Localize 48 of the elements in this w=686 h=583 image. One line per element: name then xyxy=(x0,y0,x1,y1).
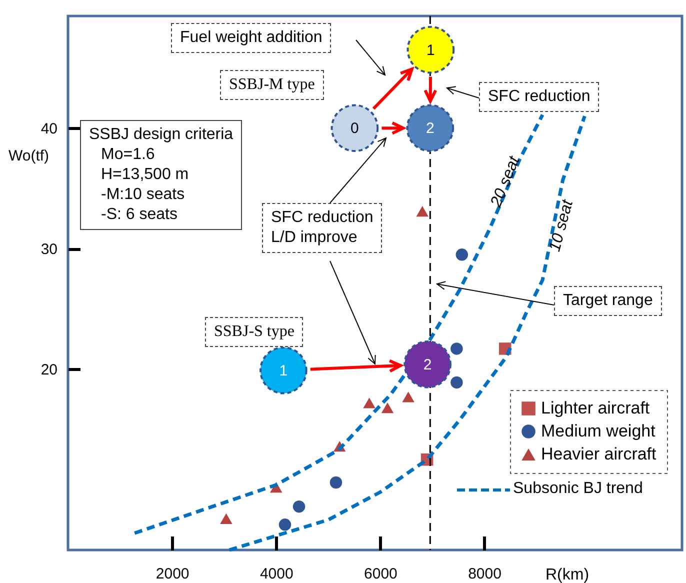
legend-label: Medium weight xyxy=(541,422,656,440)
x-tick-label: 4000 xyxy=(260,566,294,582)
text: 10 seat xyxy=(546,198,578,254)
annotation: L/D improve xyxy=(271,228,358,248)
y-tick-label: 40 xyxy=(40,120,58,138)
point xyxy=(456,248,468,261)
point xyxy=(404,340,452,388)
y-tick-label: 30 xyxy=(40,241,58,258)
legend-label: Lighter aircraft xyxy=(541,398,650,418)
point xyxy=(363,398,376,408)
x-tick-label: 8000 xyxy=(468,566,502,582)
annotation: H=13,500 m xyxy=(100,165,190,185)
annotation: SFC reduction xyxy=(488,87,590,107)
point xyxy=(292,500,306,513)
annotation: 2 xyxy=(423,356,432,374)
y-tick-label: 20 xyxy=(40,362,58,379)
annotation: -M:10 seats xyxy=(100,185,186,205)
annotation: -S: 6 seats xyxy=(100,205,178,225)
annotation: 2 xyxy=(426,120,434,138)
point xyxy=(278,518,292,531)
point xyxy=(450,376,463,389)
annotation: Subsonic BJ trend xyxy=(513,480,643,498)
point xyxy=(416,206,428,217)
point xyxy=(402,392,414,402)
text: 20 seat xyxy=(488,154,524,210)
point xyxy=(260,346,308,394)
annotation: SFC reduction xyxy=(271,208,374,228)
x-tick-label: 6000 xyxy=(364,566,398,582)
point xyxy=(406,26,455,74)
annotation: SSBJ design criteria xyxy=(89,125,234,145)
legend-label: Heavier aircraft xyxy=(541,444,657,464)
x-tick-label: 2000 xyxy=(156,566,190,582)
annotation: Fuel weight addition xyxy=(180,28,322,48)
annotation: 1 xyxy=(279,362,288,380)
y-axis-title: Wo(tf) xyxy=(8,148,50,164)
point xyxy=(330,476,342,489)
point xyxy=(381,402,394,414)
annotation: Mo=1.6 xyxy=(100,145,156,165)
ref-line-label: Target range xyxy=(563,291,653,311)
point xyxy=(406,104,454,152)
point xyxy=(450,342,463,355)
annotation: 1 xyxy=(426,42,435,59)
annotation: SSBJ-S type xyxy=(214,322,294,342)
point xyxy=(220,513,232,524)
x-axis-title: R(km) xyxy=(546,566,590,583)
annotation: SSBJ-M type xyxy=(229,75,315,95)
annotation: 0 xyxy=(350,120,359,138)
point xyxy=(330,104,379,152)
